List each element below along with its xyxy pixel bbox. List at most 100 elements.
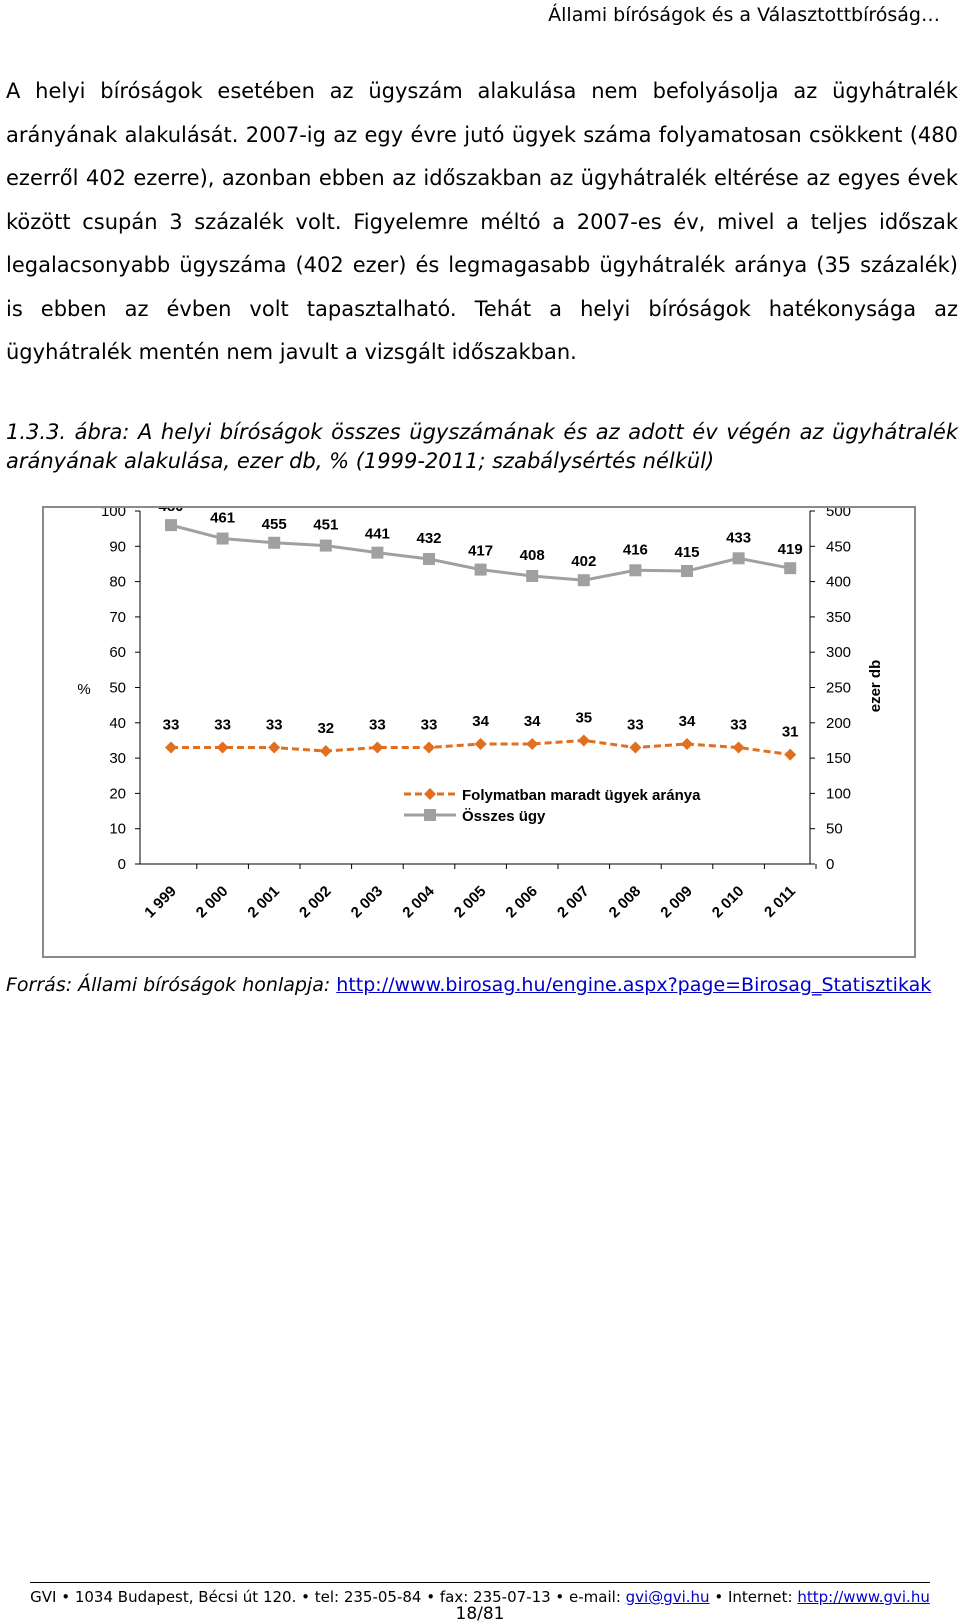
right-tick-label: 50 bbox=[826, 821, 843, 838]
data-point-diamond bbox=[216, 741, 229, 754]
left-tick-label: 50 bbox=[109, 680, 126, 697]
data-label: 33 bbox=[730, 717, 747, 734]
data-point-square bbox=[423, 553, 435, 566]
x-tick-label: 2 000 bbox=[193, 883, 232, 922]
data-label: 33 bbox=[266, 717, 283, 734]
data-point-square bbox=[629, 564, 642, 577]
footer-contact: GVI • 1034 Budapest, Bécsi út 120. • tel… bbox=[30, 1588, 626, 1606]
data-label: 33 bbox=[421, 717, 438, 734]
x-tick-label: 1 999 bbox=[141, 883, 180, 922]
data-label: 33 bbox=[214, 717, 231, 734]
x-tick-label: 2 002 bbox=[296, 883, 335, 922]
data-label: 419 bbox=[778, 541, 803, 558]
data-point-diamond bbox=[681, 737, 693, 750]
data-point-diamond bbox=[268, 741, 281, 754]
right-tick-label: 350 bbox=[826, 609, 851, 626]
legend-label: Folymatban maradt ügyek aránya bbox=[462, 787, 701, 804]
body-paragraph: A helyi bíróságok esetében az ügyszám al… bbox=[6, 79, 958, 364]
legend-label: Összes ügy bbox=[462, 808, 546, 825]
data-point-diamond bbox=[577, 734, 590, 747]
right-tick-label: 0 bbox=[826, 856, 834, 873]
figure-caption: 1.3.3. ábra: A helyi bíróságok összes üg… bbox=[6, 420, 958, 473]
right-tick-label: 100 bbox=[826, 785, 851, 802]
x-tick-label: 2 011 bbox=[761, 883, 799, 921]
data-point-square bbox=[371, 546, 384, 559]
data-label: 402 bbox=[571, 553, 596, 570]
legend-marker-diamond bbox=[424, 788, 436, 800]
line-chart: 0 10 20 30 40 50 60 70 80 90 100 0 50 100 150 200 250 300… bbox=[77, 508, 884, 922]
left-tick-label: 40 bbox=[109, 715, 126, 732]
x-tick-label: 2 008 bbox=[606, 883, 645, 922]
source-link[interactable]: http://www.birosag.hu/engine.aspx?page=B… bbox=[336, 974, 932, 996]
data-label: 31 bbox=[782, 724, 799, 741]
data-point-diamond bbox=[629, 741, 642, 754]
data-point-square bbox=[784, 562, 797, 575]
right-tick-label: 150 bbox=[826, 750, 851, 767]
data-label: 32 bbox=[317, 720, 334, 737]
right-axis-title: ezer db bbox=[867, 660, 884, 713]
left-tick-label: 70 bbox=[109, 609, 126, 626]
x-tick-label: 2 001 bbox=[244, 883, 283, 922]
data-label: 432 bbox=[416, 530, 441, 547]
x-tick-label: 2 004 bbox=[399, 882, 438, 921]
x-tick-label: 2 003 bbox=[348, 883, 387, 922]
data-label: 416 bbox=[623, 541, 648, 558]
data-point-square bbox=[577, 574, 590, 587]
data-point-diamond bbox=[474, 737, 487, 750]
data-label: 480 bbox=[158, 508, 183, 515]
data-label: 34 bbox=[524, 713, 541, 730]
footer-website-link[interactable]: http://www.gvi.hu bbox=[797, 1588, 930, 1606]
data-point-diamond bbox=[732, 741, 745, 754]
data-point-diamond bbox=[423, 741, 435, 754]
data-point-diamond bbox=[371, 741, 384, 754]
data-point-square bbox=[268, 536, 281, 549]
data-point-diamond bbox=[784, 748, 797, 761]
footer-email-link[interactable]: gvi@gvi.hu bbox=[625, 1588, 710, 1606]
data-point-square bbox=[216, 532, 229, 545]
left-tick-label: 90 bbox=[109, 538, 126, 555]
left-axis-title: % bbox=[77, 681, 90, 698]
left-tick-label: 30 bbox=[109, 750, 126, 767]
data-label: 33 bbox=[627, 717, 644, 734]
right-tick-label: 450 bbox=[826, 538, 851, 555]
data-point-diamond bbox=[526, 737, 539, 750]
footer-internet-label: • Internet: bbox=[709, 1588, 798, 1606]
left-tick-label: 0 bbox=[118, 856, 126, 873]
x-tick-label: 2 007 bbox=[554, 883, 593, 922]
data-label: 33 bbox=[369, 717, 386, 734]
data-label: 34 bbox=[472, 713, 489, 730]
x-tick-label: 2 009 bbox=[657, 883, 696, 922]
left-tick-label: 10 bbox=[109, 821, 126, 838]
data-label: 455 bbox=[262, 516, 287, 533]
data-label: 451 bbox=[313, 517, 338, 534]
data-point-square bbox=[319, 539, 332, 552]
footer-divider bbox=[30, 1582, 930, 1583]
data-label: 415 bbox=[674, 544, 699, 561]
source-note: Forrás: Állami bíróságok honlapja: http:… bbox=[6, 974, 931, 996]
data-point-diamond bbox=[319, 745, 332, 758]
source-label: Forrás: Állami bíróságok honlapja: bbox=[6, 974, 337, 996]
data-label: 441 bbox=[365, 526, 390, 543]
data-point-square bbox=[732, 552, 745, 565]
left-tick-label: 20 bbox=[109, 785, 126, 802]
data-label: 34 bbox=[679, 713, 696, 730]
data-point-diamond bbox=[165, 741, 177, 754]
data-point-square bbox=[474, 563, 487, 576]
right-tick-label: 400 bbox=[826, 574, 851, 591]
left-tick-label: 100 bbox=[101, 508, 126, 520]
legend-marker-square bbox=[424, 809, 436, 821]
data-point-square bbox=[165, 519, 177, 532]
data-point-square bbox=[681, 565, 693, 578]
right-tick-label: 500 bbox=[826, 508, 851, 520]
left-tick-label: 80 bbox=[109, 574, 126, 591]
right-tick-label: 200 bbox=[826, 715, 851, 732]
chart-frame: 0 10 20 30 40 50 60 70 80 90 100 0 50 100 150 200 250 300… bbox=[42, 506, 916, 958]
data-label: 433 bbox=[726, 529, 751, 546]
page-number: 18/81 bbox=[455, 1604, 505, 1624]
data-label: 408 bbox=[520, 547, 545, 564]
page-footer: GVI • 1034 Budapest, Bécsi út 120. • tel… bbox=[0, 1588, 960, 1606]
running-header: Állami bíróságok és a Választottbíróság… bbox=[548, 4, 940, 26]
data-label: 33 bbox=[163, 717, 180, 734]
x-tick-label: 2 005 bbox=[451, 883, 490, 922]
right-tick-label: 300 bbox=[826, 644, 851, 661]
